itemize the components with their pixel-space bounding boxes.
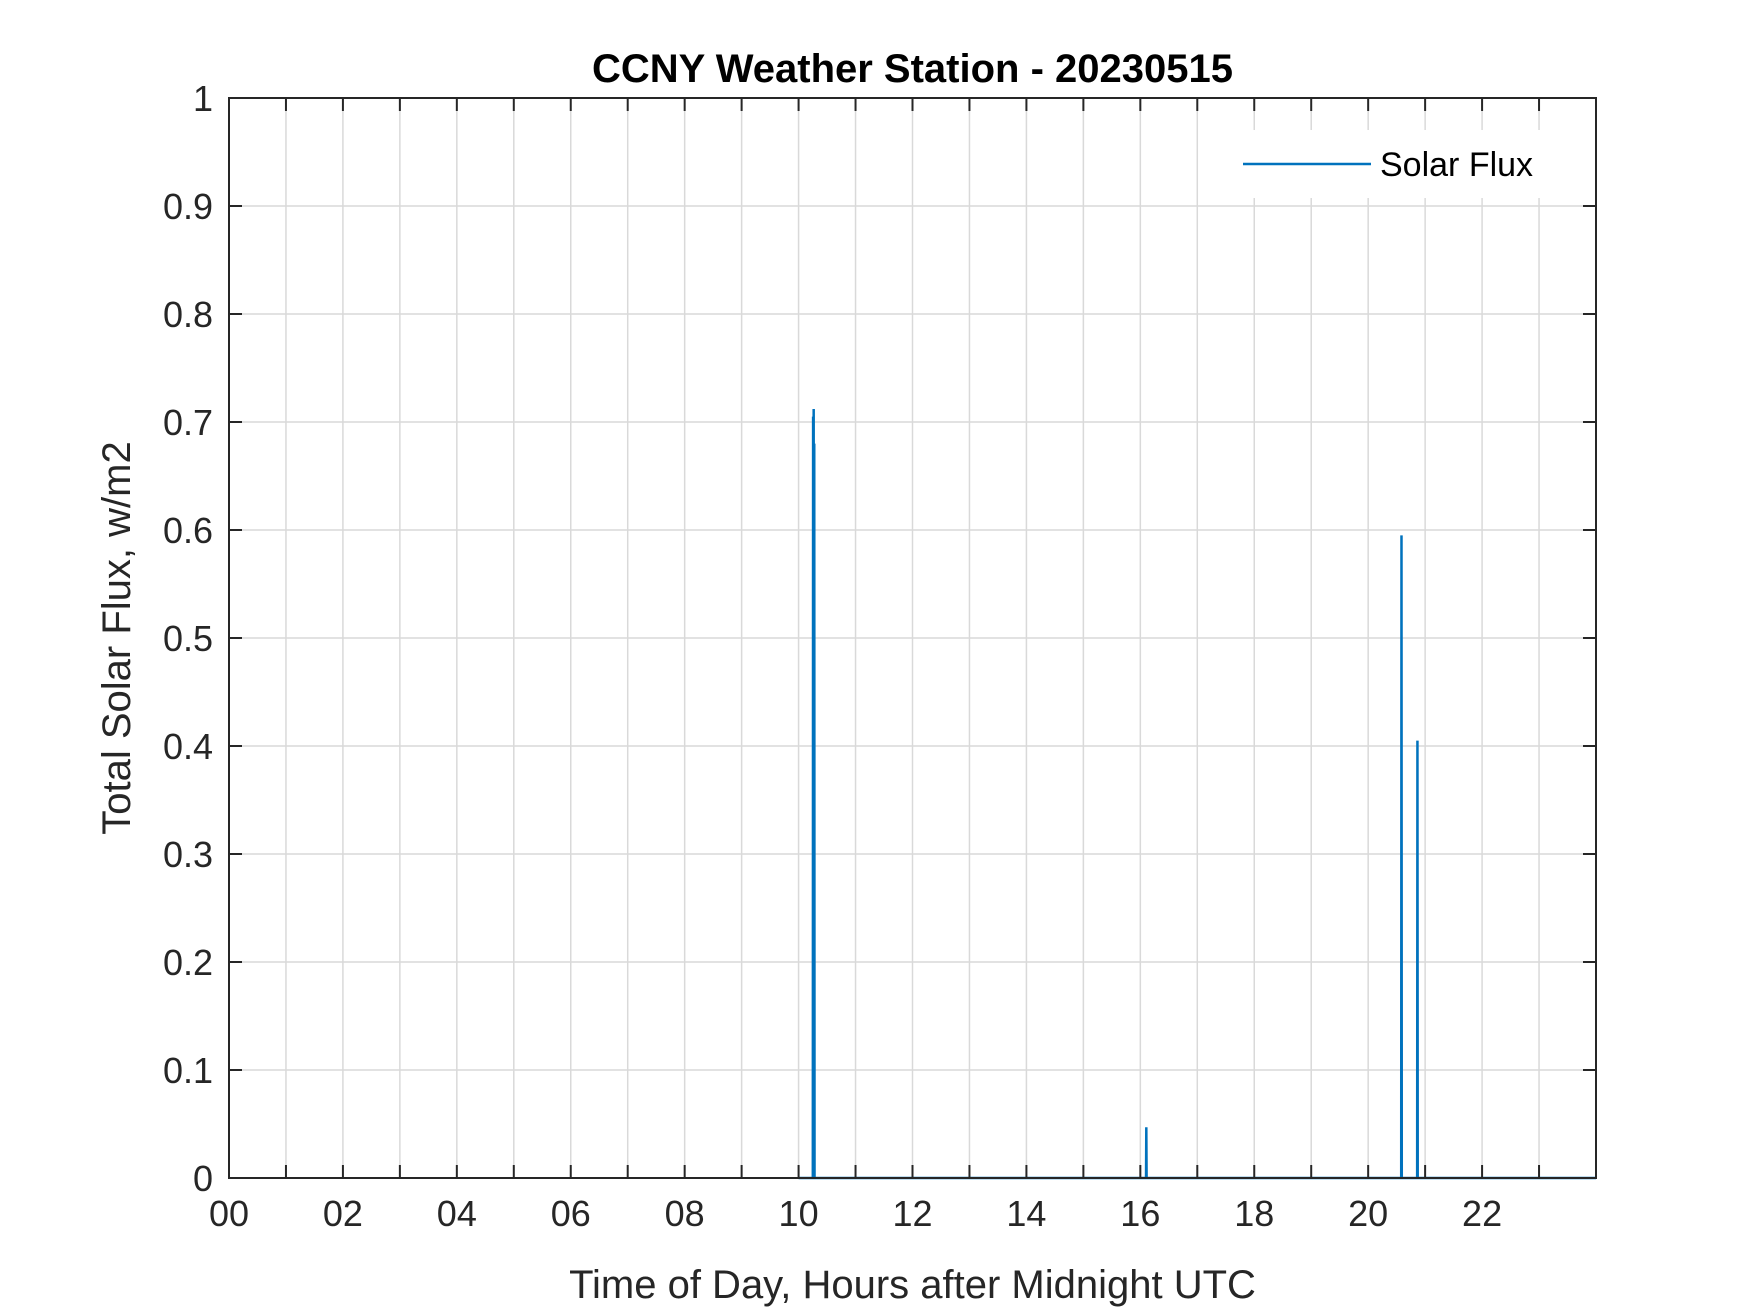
- chart-title: CCNY Weather Station - 20230515: [592, 47, 1233, 91]
- x-tick-label: 00: [209, 1193, 249, 1234]
- x-tick-label: 18: [1234, 1193, 1274, 1234]
- x-tick-label: 14: [1006, 1193, 1046, 1234]
- y-tick-label: 0.3: [163, 834, 213, 875]
- x-tick-label: 16: [1120, 1193, 1160, 1234]
- y-axis-label: Total Solar Flux, w/m2: [95, 441, 139, 834]
- x-tick-labels: 00 02 04 06 08 10 12 14 16 18 20 22: [209, 1193, 1502, 1234]
- y-tick-label: 0.2: [163, 942, 213, 983]
- y-tick-label: 0.1: [163, 1050, 213, 1091]
- x-tick-label: 08: [665, 1193, 705, 1234]
- x-tick-label: 04: [437, 1193, 477, 1234]
- y-tick-label: 0.5: [163, 618, 213, 659]
- y-tick-label: 0.6: [163, 510, 213, 551]
- y-tick-label: 0.8: [163, 294, 213, 335]
- x-tick-label: 06: [551, 1193, 591, 1234]
- x-tick-label: 20: [1348, 1193, 1388, 1234]
- y-tick-label: 0.4: [163, 726, 213, 767]
- y-tick-label: 0.9: [163, 186, 213, 227]
- y-tick-label: 1: [193, 78, 213, 119]
- legend-entry-solar-flux: Solar Flux: [1380, 146, 1533, 184]
- x-axis-label: Time of Day, Hours after Midnight UTC: [569, 1263, 1256, 1307]
- x-tick-label: 10: [779, 1193, 819, 1234]
- y-tick-label: 0.7: [163, 402, 213, 443]
- x-tick-label: 02: [323, 1193, 363, 1234]
- x-tick-label: 12: [892, 1193, 932, 1234]
- y-tick-labels: 0 0.1 0.2 0.3 0.4 0.5 0.6 0.7 0.8 0.9 1: [163, 78, 213, 1199]
- y-tick-label: 0: [193, 1158, 213, 1199]
- legend: Solar Flux: [1225, 130, 1580, 198]
- x-tick-label: 22: [1462, 1193, 1502, 1234]
- tick-marks: [228, 97, 1596, 1179]
